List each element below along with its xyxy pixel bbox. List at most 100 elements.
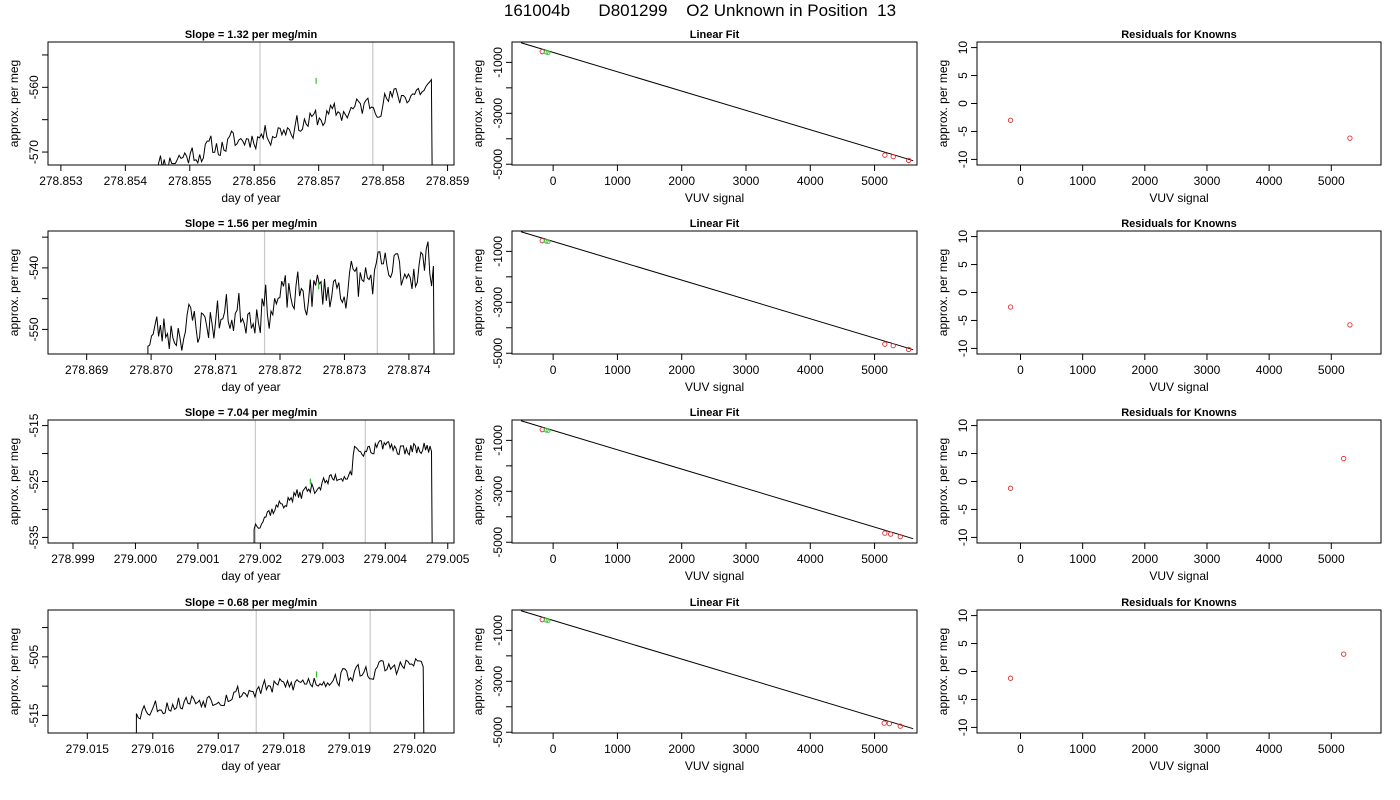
fit-line bbox=[520, 420, 914, 540]
y-tick-label: -540 bbox=[27, 256, 41, 280]
x-tick-label: 3000 bbox=[733, 552, 760, 566]
plot-frame bbox=[511, 609, 918, 734]
x-axis-label: day of year bbox=[221, 569, 280, 583]
plot-area bbox=[520, 231, 914, 353]
x-tick-label: 278.873 bbox=[323, 363, 367, 377]
y-tick-label: 10 bbox=[956, 419, 970, 433]
panel-title: Slope = 7.04 per meg/min bbox=[185, 407, 318, 419]
y-tick-label: -3000 bbox=[491, 98, 505, 129]
x-axis-label: VUV signal bbox=[1149, 759, 1208, 773]
panel-title: Residuals for Knowns bbox=[1121, 29, 1237, 41]
x-tick-label: 0 bbox=[550, 742, 557, 756]
page-title: 161004b D801299 O2 Unknown in Position 1… bbox=[503, 1, 897, 20]
x-tick-label: 279.004 bbox=[364, 552, 408, 566]
plot-frame bbox=[976, 609, 1382, 734]
panel-title: Residuals for Knowns bbox=[1121, 218, 1237, 230]
x-tick-label: 0 bbox=[550, 174, 557, 188]
x-axis-label: VUV signal bbox=[1149, 380, 1208, 394]
y-tick-label: -570 bbox=[27, 140, 41, 164]
x-tick-label: 5000 bbox=[1318, 363, 1345, 377]
fit-line bbox=[520, 610, 914, 730]
x-axis-label: day of year bbox=[221, 380, 280, 394]
known-point bbox=[887, 531, 894, 537]
residual-point bbox=[1341, 651, 1347, 657]
y-tick-label: -535 bbox=[27, 525, 41, 549]
panel-2-1: Slope = 1.56 per meg/min 278.869 278.870 27… bbox=[7, 218, 455, 394]
y-tick-label: -5000 bbox=[491, 527, 505, 558]
series-line bbox=[157, 78, 433, 165]
y-tick-label: -1000 bbox=[491, 236, 505, 267]
plot-frame bbox=[47, 41, 455, 166]
y-tick-label: -1000 bbox=[491, 47, 505, 78]
y-tick-label: -5000 bbox=[491, 149, 505, 180]
y-axis-label: approx. per meg bbox=[936, 60, 950, 147]
x-tick-label: 278.857 bbox=[297, 174, 341, 188]
y-axis-label: approx. per meg bbox=[7, 628, 21, 715]
x-tick-label: 278.871 bbox=[194, 363, 238, 377]
y-axis-label: approx. per meg bbox=[936, 628, 950, 715]
x-tick-label: 279.001 bbox=[176, 552, 220, 566]
known-point bbox=[890, 153, 896, 160]
plot-area bbox=[520, 42, 914, 164]
plot-frame bbox=[976, 41, 1382, 166]
x-tick-label: 4000 bbox=[797, 363, 824, 377]
known-point bbox=[881, 720, 887, 726]
residual-point bbox=[1341, 455, 1347, 462]
y-tick-label: -5 bbox=[956, 504, 970, 515]
x-tick-label: 4000 bbox=[797, 174, 824, 188]
plot-area bbox=[1007, 651, 1347, 681]
known-point bbox=[882, 530, 888, 536]
x-tick-label: 2000 bbox=[668, 174, 695, 188]
residual-point bbox=[1347, 322, 1353, 328]
x-tick-label: 278.870 bbox=[129, 363, 173, 377]
x-tick-label: 2000 bbox=[668, 552, 695, 566]
y-tick-label: -505 bbox=[27, 645, 41, 669]
x-tick-label: 3000 bbox=[733, 174, 760, 188]
y-axis-label: approx. per meg bbox=[471, 249, 485, 336]
x-tick-label: 2000 bbox=[1131, 742, 1158, 756]
x-tick-label: 3000 bbox=[1194, 174, 1221, 188]
x-tick-label: 0 bbox=[550, 552, 557, 566]
x-tick-label: 278.858 bbox=[361, 174, 405, 188]
x-axis-label: VUV signal bbox=[685, 569, 744, 583]
x-tick-label: 278.854 bbox=[104, 174, 148, 188]
panel-1-2: Linear Fit 0 1000 2000 3000 4000 5000 -5000 -300… bbox=[471, 29, 918, 205]
x-tick-label: 278.874 bbox=[387, 363, 431, 377]
panel-2-2: Linear Fit 0 1000 2000 3000 4000 5000 -5000 -300… bbox=[471, 218, 918, 394]
x-tick-label: 279.003 bbox=[301, 552, 345, 566]
x-tick-label: 5000 bbox=[861, 552, 888, 566]
known-point bbox=[905, 157, 912, 164]
y-tick-label: -5 bbox=[956, 315, 970, 326]
panel-title: Slope = 1.56 per meg/min bbox=[185, 218, 318, 230]
y-tick-label: -3000 bbox=[491, 476, 505, 507]
residual-point bbox=[1347, 135, 1353, 141]
plot-area bbox=[147, 231, 435, 354]
plot-area bbox=[135, 610, 425, 733]
panel-title: Residuals for Knowns bbox=[1121, 597, 1237, 609]
unknown-point bbox=[545, 239, 551, 245]
y-tick-label: -10 bbox=[956, 718, 970, 736]
x-tick-label: 278.855 bbox=[168, 174, 212, 188]
x-tick-label: 279.017 bbox=[197, 742, 241, 756]
x-tick-label: 3000 bbox=[733, 742, 760, 756]
fit-line bbox=[520, 231, 914, 351]
y-tick-label: 5 bbox=[956, 72, 970, 79]
y-axis-label: approx. per meg bbox=[7, 60, 21, 147]
x-tick-label: 279.015 bbox=[66, 742, 110, 756]
x-tick-label: 2000 bbox=[668, 363, 695, 377]
x-tick-label: 279.000 bbox=[114, 552, 158, 566]
plot-frame bbox=[976, 419, 1382, 544]
x-tick-label: 1000 bbox=[1069, 552, 1096, 566]
x-tick-label: 278.853 bbox=[39, 174, 83, 188]
x-tick-label: 0 bbox=[550, 363, 557, 377]
x-tick-label: 4000 bbox=[1256, 174, 1283, 188]
y-tick-label: 10 bbox=[956, 609, 970, 623]
x-tick-label: 1000 bbox=[604, 552, 631, 566]
x-tick-label: 279.002 bbox=[239, 552, 283, 566]
panel-title: Slope = 0.68 per meg/min bbox=[185, 597, 318, 609]
unknown-point bbox=[545, 428, 551, 434]
panel-4-3: Residuals for Knowns 0 1000 2000 3000 4000 500… bbox=[936, 597, 1382, 773]
y-tick-label: -560 bbox=[27, 75, 41, 99]
x-tick-label: 1000 bbox=[1069, 363, 1096, 377]
